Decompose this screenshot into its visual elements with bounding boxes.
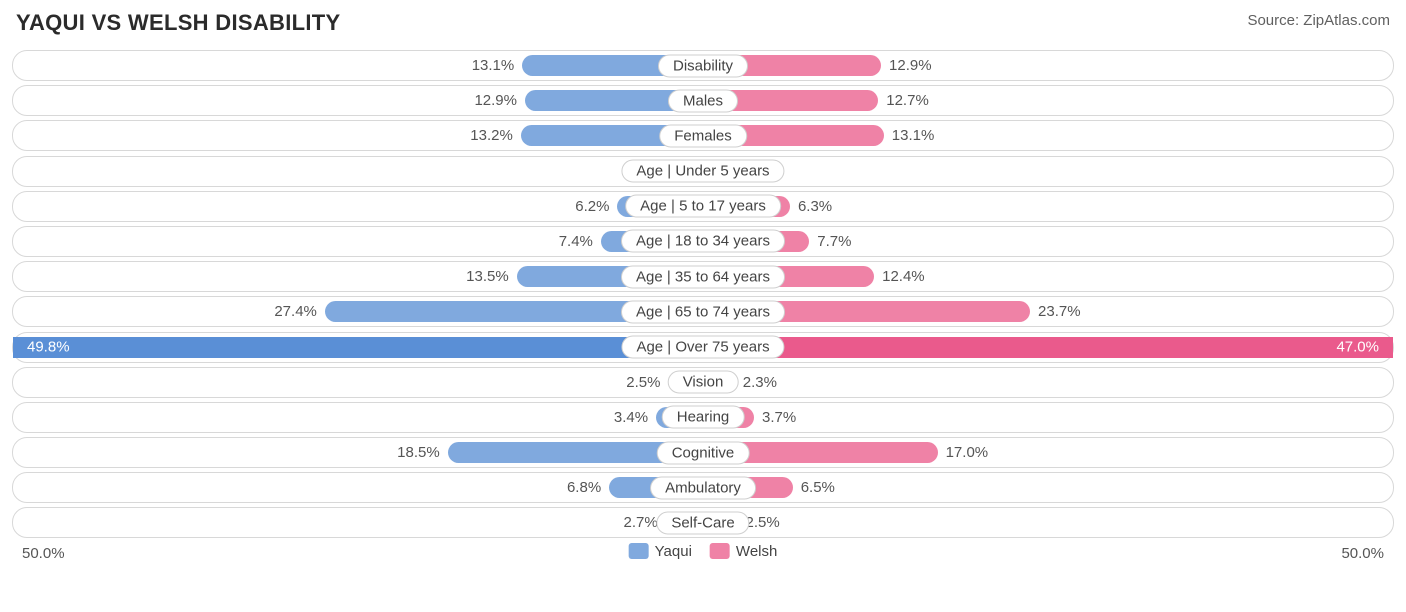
bar-side-right: 12.4% (703, 262, 1393, 291)
category-label: Disability (658, 54, 748, 77)
pct-label-right: 2.3% (735, 374, 785, 391)
category-label: Age | Under 5 years (621, 160, 784, 183)
chart-row: 49.8% 47.0% Age | Over 75 years (12, 332, 1394, 363)
pct-label-right: 12.9% (881, 57, 940, 74)
category-label: Females (659, 124, 747, 147)
pct-label-right: 12.7% (878, 92, 937, 109)
pct-label-right: 47.0% (1328, 339, 1387, 356)
category-label: Age | 18 to 34 years (621, 230, 785, 253)
legend-label-left: Yaqui (655, 543, 692, 560)
bar-side-right: 47.0% (703, 333, 1393, 362)
pct-label-right: 3.7% (754, 409, 804, 426)
bar-side-left: 13.2% (13, 121, 703, 150)
legend-swatch-right-icon (710, 543, 730, 559)
bar-right (703, 337, 1393, 358)
bar-side-right: 23.7% (703, 297, 1393, 326)
bar-side-right: 12.7% (703, 86, 1393, 115)
chart-row: 18.5% 17.0% Cognitive (12, 437, 1394, 468)
legend: Yaqui Welsh (629, 543, 778, 560)
legend-label-right: Welsh (736, 543, 777, 560)
bar-side-left: 12.9% (13, 86, 703, 115)
chart-row: 3.4% 3.7% Hearing (12, 402, 1394, 433)
pct-label-left: 3.4% (606, 409, 656, 426)
chart-row: 6.8% 6.5% Ambulatory (12, 472, 1394, 503)
chart-header: YAQUI VS WELSH DISABILITY Source: ZipAtl… (12, 10, 1394, 36)
pct-label-right: 13.1% (884, 127, 943, 144)
pct-label-left: 13.2% (462, 127, 521, 144)
bar-side-right: 6.3% (703, 192, 1393, 221)
pct-label-right: 12.4% (874, 268, 933, 285)
chart-row: 6.2% 6.3% Age | 5 to 17 years (12, 191, 1394, 222)
bar-side-right: 6.5% (703, 473, 1393, 502)
pct-label-right: 7.7% (809, 233, 859, 250)
diverging-bar-chart: 13.1% 12.9% Disability 12.9% 12.7% Males 13.2%… (12, 50, 1394, 538)
bar-side-right: 12.9% (703, 51, 1393, 80)
bar-side-left: 27.4% (13, 297, 703, 326)
chart-source: Source: ZipAtlas.com (1247, 12, 1390, 29)
chart-row: 1.2%1.6%Age | Under 5 years (12, 156, 1394, 187)
category-label: Age | 65 to 74 years (621, 300, 785, 323)
category-label: Ambulatory (650, 476, 756, 499)
pct-label-right: 6.5% (793, 479, 843, 496)
category-label: Self-Care (656, 511, 749, 534)
category-label: Males (668, 89, 738, 112)
pct-label-right: 23.7% (1030, 303, 1089, 320)
bar-side-left: 49.8% (13, 333, 703, 362)
bar-side-left: 7.4% (13, 227, 703, 256)
bar-side-right: 2.3% (703, 368, 1393, 397)
chart-row: 13.5% 12.4% Age | 35 to 64 years (12, 261, 1394, 292)
chart-row: 27.4% 23.7% Age | 65 to 74 years (12, 296, 1394, 327)
bar-side-left: 18.5% (13, 438, 703, 467)
bar-side-right: 2.5% (703, 508, 1393, 537)
chart-row: 12.9% 12.7% Males (12, 85, 1394, 116)
legend-item-right: Welsh (710, 543, 777, 560)
axis-max-left: 50.0% (22, 545, 65, 562)
bar-left (13, 337, 703, 358)
chart-row: 2.7%2.5%Self-Care (12, 507, 1394, 538)
category-label: Vision (668, 371, 739, 394)
bar-side-left: 2.7% (13, 508, 703, 537)
category-label: Age | Over 75 years (621, 336, 784, 359)
pct-label-left: 2.5% (618, 374, 668, 391)
pct-label-left: 18.5% (389, 444, 448, 461)
bar-side-left: 1.2% (13, 157, 703, 186)
pct-label-left: 6.2% (567, 198, 617, 215)
axis-max-right: 50.0% (1341, 545, 1384, 562)
pct-label-left: 49.8% (19, 339, 78, 356)
pct-label-left: 13.5% (458, 268, 517, 285)
bar-side-right: 17.0% (703, 438, 1393, 467)
pct-label-left: 7.4% (551, 233, 601, 250)
bar-side-left: 6.2% (13, 192, 703, 221)
bar-side-right: 7.7% (703, 227, 1393, 256)
bar-side-right: 1.6% (703, 157, 1393, 186)
chart-row: 13.2% 13.1% Females (12, 120, 1394, 151)
pct-label-left: 12.9% (466, 92, 525, 109)
chart-title: YAQUI VS WELSH DISABILITY (16, 10, 341, 36)
chart-row: 2.5% 2.3%Vision (12, 367, 1394, 398)
chart-row: 13.1% 12.9% Disability (12, 50, 1394, 81)
category-label: Age | 35 to 64 years (621, 265, 785, 288)
pct-label-left: 6.8% (559, 479, 609, 496)
bar-side-left: 6.8% (13, 473, 703, 502)
pct-label-left: 13.1% (464, 57, 523, 74)
pct-label-right: 17.0% (938, 444, 997, 461)
legend-swatch-left-icon (629, 543, 649, 559)
legend-item-left: Yaqui (629, 543, 692, 560)
chart-row: 7.4% 7.7% Age | 18 to 34 years (12, 226, 1394, 257)
bar-side-right: 3.7% (703, 403, 1393, 432)
bar-side-left: 2.5% (13, 368, 703, 397)
bar-side-left: 3.4% (13, 403, 703, 432)
bar-side-left: 13.1% (13, 51, 703, 80)
chart-footer: 50.0% Yaqui Welsh 50.0% (12, 543, 1394, 569)
category-label: Cognitive (657, 441, 750, 464)
category-label: Hearing (662, 406, 745, 429)
category-label: Age | 5 to 17 years (625, 195, 781, 218)
bar-side-right: 13.1% (703, 121, 1393, 150)
bar-side-left: 13.5% (13, 262, 703, 291)
pct-label-right: 6.3% (790, 198, 840, 215)
pct-label-left: 27.4% (266, 303, 325, 320)
